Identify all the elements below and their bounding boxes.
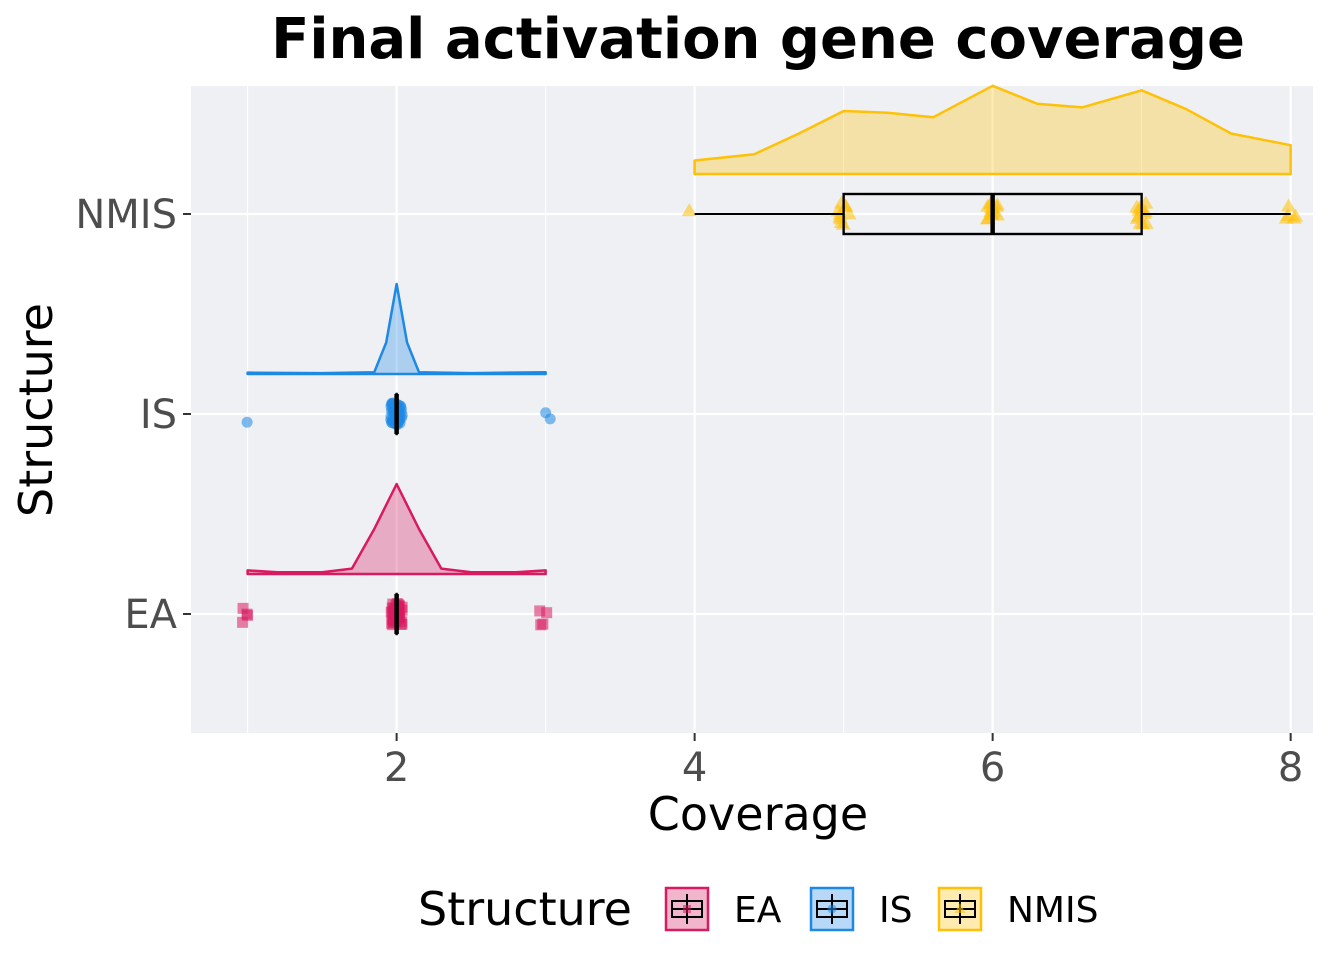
y-tick-label: EA [124, 592, 177, 638]
x-tick-label: 4 [682, 745, 707, 791]
point-EA [237, 602, 249, 614]
legend-key-marker [683, 905, 691, 913]
point-EA [387, 606, 399, 618]
point-EA [237, 616, 249, 628]
y-tick-label: IS [140, 392, 177, 438]
density-clouds [246, 84, 1292, 576]
x-tick-label: 8 [1278, 745, 1303, 791]
legend-item-IS: IS [809, 886, 912, 932]
density-NMIS [693, 84, 1292, 176]
boxplots [394, 192, 1291, 636]
chart-title: Final activation gene coverage [271, 7, 1245, 72]
point-EA [535, 619, 547, 631]
point-EA [241, 608, 253, 620]
point-NMIS [1278, 210, 1294, 224]
legend-label-EA: EA [734, 890, 782, 931]
plot-panel [191, 86, 1313, 733]
x-axis-title: Coverage [648, 787, 868, 841]
point-EA [534, 605, 546, 617]
axes: 2 4 6 8 EA IS NMIS [75, 192, 1303, 791]
y-tick-label: NMIS [75, 192, 177, 238]
density-EA [246, 482, 547, 576]
legend-item-EA: EA [664, 886, 782, 932]
point-IS [544, 413, 556, 425]
legend-label-IS: IS [879, 890, 912, 931]
point-NMIS [841, 206, 857, 220]
point-IS [241, 416, 253, 428]
legend-key-marker [827, 904, 837, 914]
legend: Structure EA IS NMIS [418, 882, 1098, 936]
x-tick-label: 2 [384, 745, 409, 791]
point-EA [541, 607, 553, 619]
point-NMIS [833, 214, 849, 228]
legend-label-NMIS: NMIS [1007, 890, 1098, 931]
point-NMIS [681, 203, 697, 217]
density-IS [246, 282, 547, 376]
y-axis-title: Structure [9, 303, 63, 517]
point-NMIS [1281, 198, 1297, 212]
x-tick-label: 6 [980, 745, 1005, 791]
legend-key-marker [954, 903, 966, 913]
legend-title: Structure [418, 882, 632, 936]
legend-item-NMIS: NMIS [937, 886, 1098, 932]
